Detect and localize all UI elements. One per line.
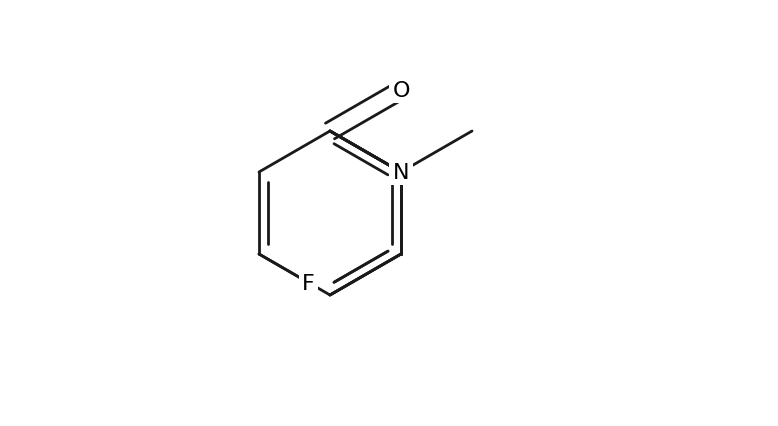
- Text: F: F: [303, 273, 315, 293]
- Text: N: N: [393, 163, 409, 183]
- Text: O: O: [392, 81, 410, 101]
